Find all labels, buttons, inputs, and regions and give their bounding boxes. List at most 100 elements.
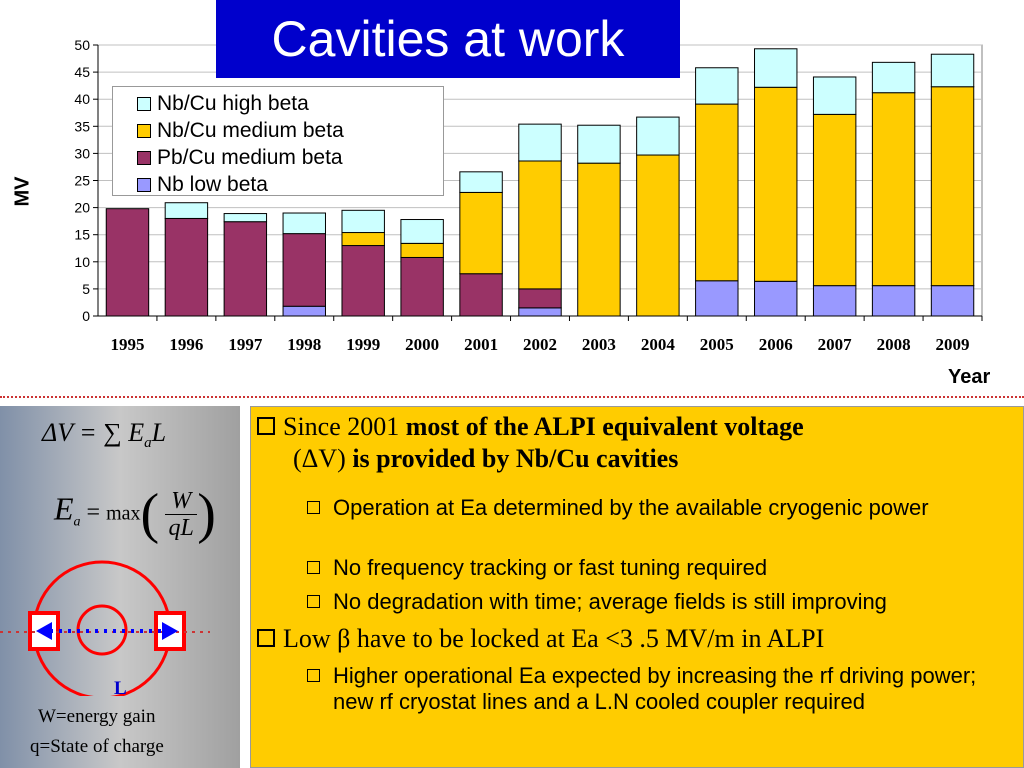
bar-segment <box>695 103 739 282</box>
bar-segment <box>636 154 680 317</box>
legend-item: Pb/Cu medium beta <box>137 144 443 171</box>
x-tick-label: 2006 <box>759 335 793 354</box>
y-tick-label: 15 <box>74 227 90 243</box>
bar-segment <box>459 171 503 193</box>
cavity-length-label: L <box>114 678 127 696</box>
sub-bullet-item: Higher operational Ea expected by increa… <box>307 663 1013 715</box>
x-tick-label: 2008 <box>877 335 911 354</box>
bar-segment <box>695 280 739 317</box>
x-tick-label: 2000 <box>405 335 439 354</box>
charge-state-note: q=State of charge <box>30 736 164 757</box>
bar-segment <box>518 123 562 162</box>
bar-segment <box>164 217 209 317</box>
y-tick-label: 10 <box>74 254 90 270</box>
y-tick-label: 45 <box>74 64 90 80</box>
checkbox-bullet-icon <box>307 669 320 682</box>
sub-bullet-item: No degradation with time; average fields… <box>307 589 1013 615</box>
sub-bullet-item: Operation at Ea determined by the availa… <box>307 495 1013 521</box>
y-tick-label: 25 <box>74 173 90 189</box>
bar-segment <box>695 67 739 105</box>
bullet-panel: Since 2001 most of the ALPI equivalent v… <box>250 406 1024 768</box>
y-tick-label: 30 <box>74 145 90 161</box>
bar-segment <box>577 162 621 317</box>
bar-segment <box>930 86 975 287</box>
legend-swatch <box>137 96 151 111</box>
chart-legend: Nb/Cu high beta Nb/Cu medium beta Pb/Cu … <box>112 86 444 196</box>
legend-swatch <box>137 177 151 192</box>
bar-segment <box>871 92 916 287</box>
sub-bullet-item: No frequency tracking or fast tuning req… <box>307 555 1013 581</box>
bar-segment <box>754 280 798 317</box>
bar-segment <box>518 160 562 290</box>
x-tick-label: 2004 <box>641 335 676 354</box>
legend-item: Nb/Cu high beta <box>137 90 443 117</box>
slide-title: Cavities at work <box>216 0 680 78</box>
x-tick-label: 2003 <box>582 335 616 354</box>
bar-segment <box>812 113 857 287</box>
energy-gain-note: W=energy gain <box>38 706 156 727</box>
bullet-item: Low β have to be locked at Ea <3 .5 MV/m… <box>257 623 824 655</box>
legend-label: Pb/Cu medium beta <box>157 145 343 169</box>
y-axis-label: MV <box>11 176 34 207</box>
bar-segment <box>223 213 268 223</box>
y-tick-label: 20 <box>74 200 90 216</box>
legend-swatch <box>137 150 151 165</box>
legend-swatch <box>137 123 151 138</box>
x-tick-label: 1999 <box>346 335 380 354</box>
bar-segment <box>754 48 798 88</box>
x-tick-label: 1998 <box>287 335 321 354</box>
legend-label: Nb/Cu high beta <box>157 91 309 115</box>
section-divider <box>0 396 1024 398</box>
bar-segment <box>400 256 444 317</box>
bar-segment <box>282 212 326 235</box>
y-tick-label: 40 <box>74 91 90 107</box>
bar-segment <box>459 273 503 317</box>
legend-item: Nb/Cu medium beta <box>137 117 443 144</box>
bar-segment <box>223 221 268 317</box>
x-tick-label: 1996 <box>169 335 203 354</box>
checkbox-bullet-icon <box>257 629 275 647</box>
bar-segment <box>871 285 916 317</box>
checkbox-bullet-icon <box>307 501 320 514</box>
bar-segment <box>459 191 503 275</box>
bar-segment <box>930 53 975 88</box>
bar-segment <box>400 219 444 244</box>
checkbox-bullet-icon <box>257 417 275 435</box>
y-tick-label: 5 <box>82 281 90 297</box>
bar-segment <box>577 124 621 164</box>
bar-segment <box>754 86 798 282</box>
legend-item: Nb low beta <box>137 171 443 198</box>
y-tick-label: 0 <box>82 308 90 324</box>
inner-cavity-circle <box>76 604 128 656</box>
x-tick-label: 1997 <box>228 335 263 354</box>
bullet-item: Since 2001 most of the ALPI equivalent v… <box>257 411 804 443</box>
bar-segment <box>341 209 385 234</box>
bar-segment <box>341 232 385 247</box>
bar-segment <box>518 288 562 309</box>
bar-segment <box>282 305 326 317</box>
right-arrow-icon <box>162 622 178 640</box>
legend-label: Nb low beta <box>157 172 268 196</box>
legend-label: Nb/Cu medium beta <box>157 118 344 142</box>
formula-panel <box>0 406 240 768</box>
checkbox-bullet-icon <box>307 561 320 574</box>
bar-segment <box>930 285 975 317</box>
bar-segment <box>636 116 680 156</box>
bar-segment <box>518 307 562 317</box>
x-axis-label: Year <box>948 366 991 388</box>
x-tick-label: 2009 <box>936 335 970 354</box>
bar-segment <box>812 285 857 317</box>
bar-segment <box>400 242 444 258</box>
checkbox-bullet-icon <box>307 595 320 608</box>
left-arrow-icon <box>36 622 52 640</box>
bullet-item-continuation: (ΔV) is provided by Nb/Cu cavities <box>293 444 679 473</box>
bar-segment <box>812 76 857 115</box>
bar-segment <box>282 233 326 307</box>
x-tick-label: 2007 <box>818 335 853 354</box>
x-tick-label: 2001 <box>464 335 498 354</box>
x-tick-label: 2005 <box>700 335 734 354</box>
bar-segment <box>871 61 916 94</box>
y-tick-label: 50 <box>74 37 90 53</box>
bar-segment <box>341 245 385 317</box>
